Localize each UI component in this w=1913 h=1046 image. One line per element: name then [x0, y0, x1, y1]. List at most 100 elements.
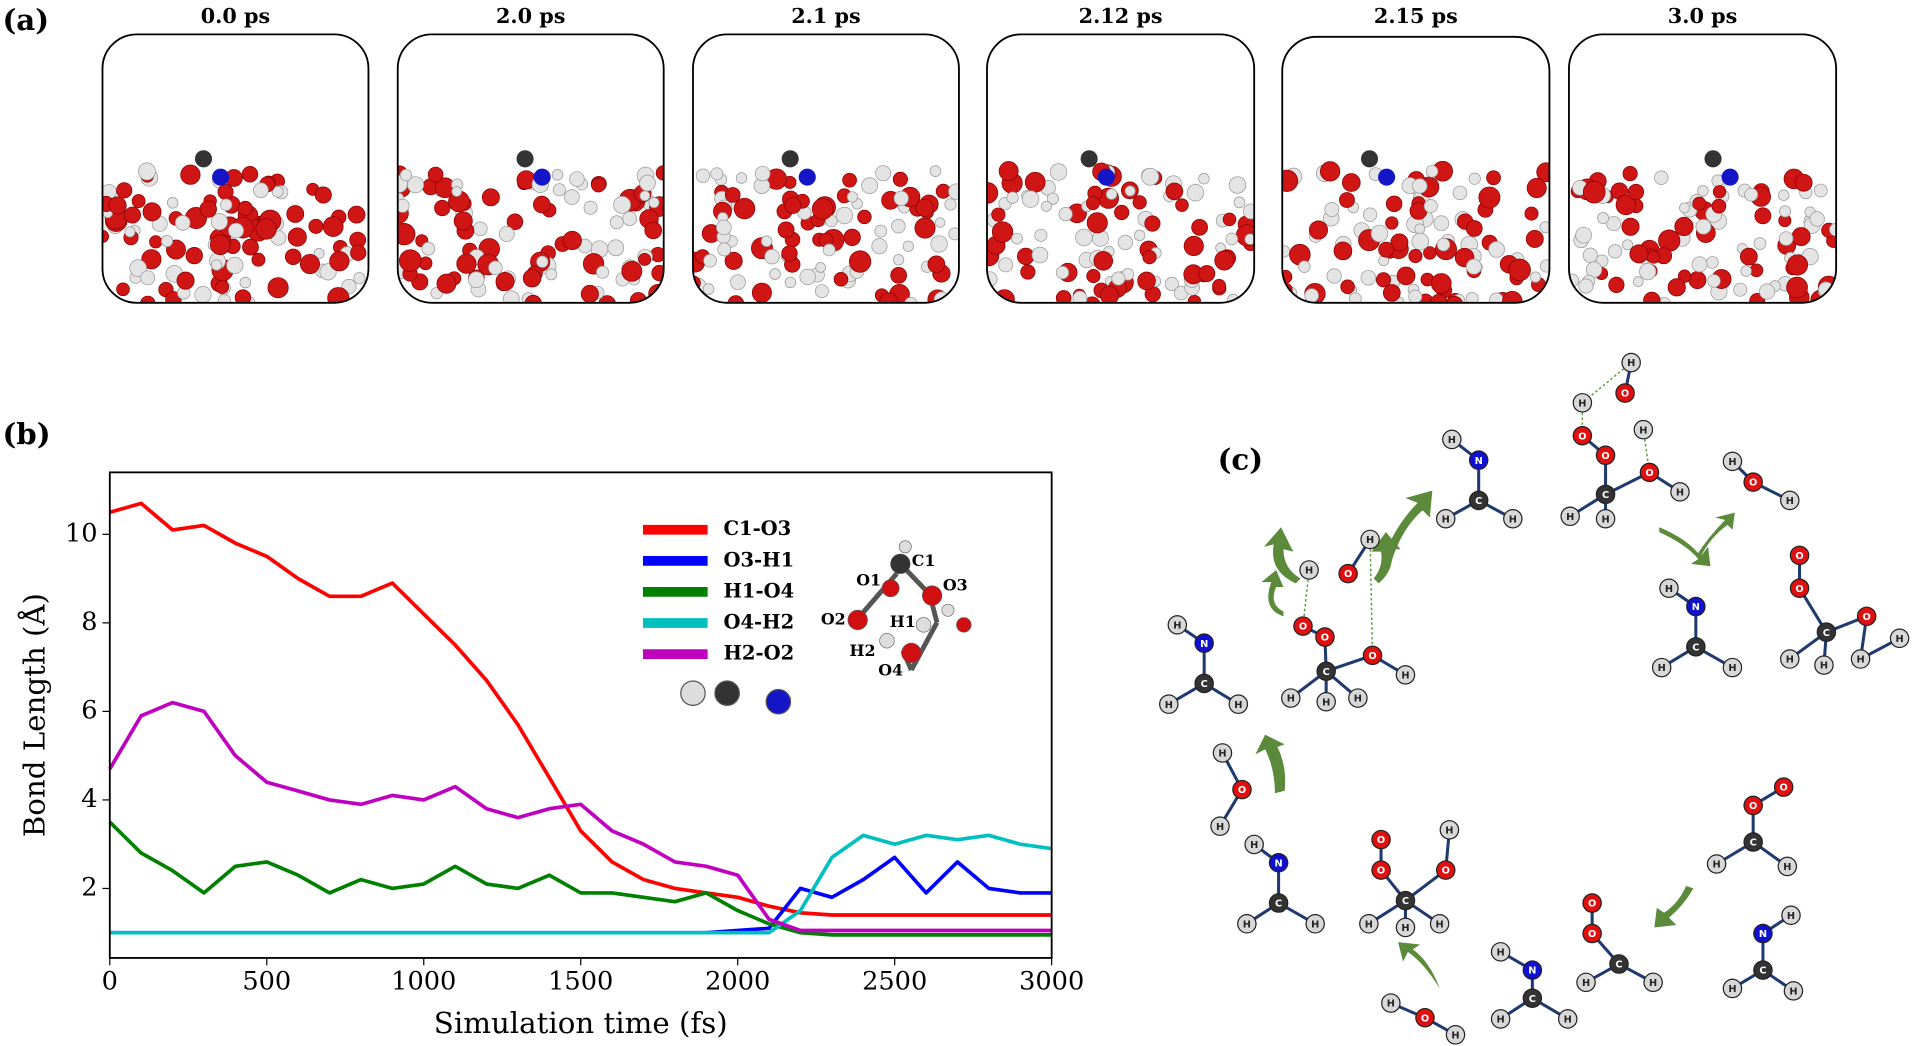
- atom: [1210, 816, 1230, 836]
- atom-sphere: [142, 202, 162, 222]
- atom-label: H: [1601, 514, 1609, 525]
- atom-sphere: [904, 296, 918, 303]
- atom-sphere: [1465, 291, 1479, 303]
- atom-sphere: [219, 198, 233, 211]
- atom-label: C: [1323, 667, 1330, 678]
- atom: [1468, 450, 1489, 470]
- atom-sphere: [598, 295, 616, 303]
- atom: [1315, 627, 1335, 647]
- atom-sphere: [1643, 291, 1661, 303]
- atom-sphere: [1779, 205, 1792, 218]
- snapshot-label: 0.0 ps: [201, 4, 270, 28]
- atom-label: H: [1564, 1015, 1572, 1026]
- inset-label: H1: [890, 612, 916, 631]
- atom: [1773, 777, 1794, 797]
- atoms: [1568, 150, 1837, 303]
- atom: [1609, 954, 1629, 974]
- atom-label: H: [1658, 663, 1666, 674]
- atom-sphere: [1711, 198, 1727, 214]
- atom-sphere: [124, 226, 136, 238]
- atom-sphere: [1396, 266, 1416, 286]
- x-tick-label: 1000: [391, 966, 456, 996]
- atom-sphere: [644, 221, 662, 240]
- atom: [1338, 563, 1358, 584]
- atom-label: H: [1787, 911, 1795, 922]
- y-tick-label: 6: [81, 695, 97, 725]
- atom-sphere: [1582, 247, 1599, 263]
- atom-sphere: [930, 235, 948, 253]
- molecule: H N C H H: [1237, 834, 1325, 934]
- inset-atom: [941, 603, 955, 617]
- atom-sphere: [987, 294, 1003, 303]
- hydrogen-bond: [1581, 362, 1632, 404]
- snapshot-label: 2.0 ps: [496, 4, 565, 28]
- atom-sphere: [228, 222, 244, 239]
- atom: [1435, 860, 1456, 880]
- atom-sphere: [350, 244, 367, 261]
- atom-sphere: [522, 268, 542, 288]
- atom-sphere: [434, 199, 451, 217]
- atom-sphere: [875, 165, 892, 182]
- atom-sphere: [1099, 285, 1119, 303]
- atom-sphere: [1233, 196, 1246, 209]
- atom-sphere: [1524, 206, 1539, 221]
- atom-sphere: [217, 294, 232, 303]
- atom: [1395, 665, 1416, 685]
- atom: [1670, 482, 1690, 502]
- frame: [1281, 35, 1551, 304]
- atom-sphere: [1214, 250, 1235, 271]
- atom: [1268, 893, 1289, 913]
- x-tick-label: 1500: [548, 966, 613, 996]
- atom-label: H: [1665, 584, 1673, 595]
- atom-label: H: [1786, 655, 1794, 666]
- atom-sphere: [1465, 258, 1482, 275]
- atom-sphere: [811, 198, 834, 220]
- atom-sphere: [1654, 170, 1669, 185]
- snapshot-label: 2.1 ps: [791, 4, 860, 28]
- atom-sphere: [1627, 183, 1645, 201]
- atom-sphere: [1141, 167, 1160, 186]
- atom-sphere: [1319, 161, 1341, 182]
- atom: [1659, 578, 1679, 599]
- atom-sphere: [1408, 249, 1423, 264]
- atom-sphere: [1818, 281, 1834, 298]
- atom-sphere: [781, 245, 798, 262]
- atom-label: H: [1165, 700, 1173, 711]
- atom-label: H: [1728, 457, 1736, 468]
- atom-sphere: [798, 168, 816, 186]
- atom-sphere: [638, 252, 652, 266]
- atom-sphere: [1243, 203, 1255, 220]
- atom-label: O: [1795, 551, 1803, 562]
- atom-label: C: [1602, 490, 1609, 501]
- atom-label: O: [1442, 866, 1450, 877]
- atom-sphere: [1304, 288, 1319, 303]
- atom-sphere: [1117, 234, 1133, 251]
- atom: [1686, 637, 1706, 657]
- atom-sphere: [1132, 195, 1147, 210]
- atom-sphere: [1706, 256, 1719, 269]
- data-line: [108, 700, 1052, 933]
- atom-label: N: [1275, 858, 1283, 869]
- atom-sphere: [1086, 196, 1100, 211]
- atom-sphere: [1142, 250, 1157, 265]
- atom-sphere: [165, 291, 182, 303]
- atom-label: H: [1173, 620, 1181, 631]
- atom-label: O: [1601, 451, 1609, 462]
- atom-sphere: [453, 211, 473, 231]
- atom-sphere: [271, 185, 284, 198]
- atom: [1435, 508, 1456, 529]
- atom-sphere: [1175, 198, 1189, 212]
- atom: [1572, 393, 1593, 413]
- atom-sphere: [1525, 230, 1544, 248]
- atom-sphere: [1536, 162, 1550, 183]
- atom-sphere: [822, 243, 836, 257]
- atom-sphere: [1452, 185, 1468, 201]
- atom-label: C: [1475, 496, 1482, 507]
- atom: [1348, 688, 1368, 708]
- atom-sphere: [1360, 269, 1377, 286]
- atom-sphere: [399, 168, 413, 182]
- atom: [1439, 820, 1460, 840]
- atom-sphere: [735, 172, 748, 184]
- atom-sphere: [436, 273, 457, 294]
- y-tick-label: 10: [65, 518, 98, 548]
